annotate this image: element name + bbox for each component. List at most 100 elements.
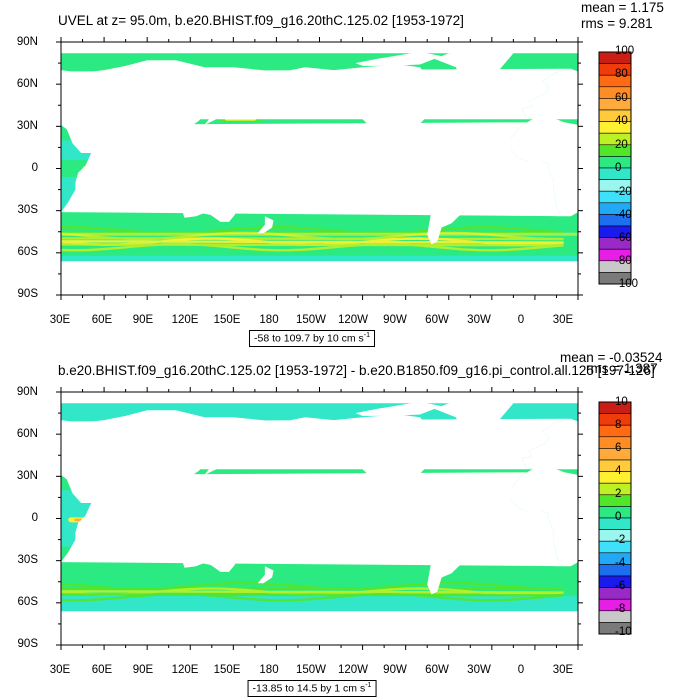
colorbar-label: -60 <box>615 232 632 244</box>
colorbar-label: 6 <box>615 442 622 454</box>
ylabel-30s: 30S <box>17 554 38 566</box>
ylabel-60n: 60N <box>16 78 38 90</box>
colorbar-label: 20 <box>615 139 628 151</box>
colorbar-frame <box>598 401 632 635</box>
xlabel: 30E <box>552 314 574 326</box>
acc-streak <box>61 226 564 235</box>
plot-title: b.e20.BHIST.f09_g16.20thC.125.02 [1953-1… <box>58 363 655 378</box>
colorbar-label: -8 <box>615 603 626 615</box>
contour-range-label: -58 to 109.7 by 10 cm s-1 <box>249 330 375 347</box>
land-britain <box>526 87 537 99</box>
contour-range-label: -13.85 to 14.5 by 1 cm s-1 <box>247 680 377 697</box>
land-africa <box>510 466 578 567</box>
land-australia <box>181 535 238 572</box>
xlabel: 30E <box>552 664 574 676</box>
colorbar-label: 2 <box>615 488 622 500</box>
land-greenland <box>434 400 514 435</box>
acc-streak <box>61 581 564 591</box>
ylabel-90n: 90N <box>16 386 38 398</box>
colorbar <box>598 51 632 285</box>
colorbar-label: -80 <box>615 255 632 267</box>
polar-strip <box>61 392 578 404</box>
colorbar-label: 100 <box>615 45 635 57</box>
polar-strip <box>61 42 578 54</box>
rms-value: rms = 9.281 <box>581 16 653 31</box>
colorbar-label: -100 <box>615 278 639 290</box>
colorbar-label: 60 <box>615 92 628 104</box>
land-madagascar <box>79 185 90 204</box>
land-arcticisl <box>355 51 442 66</box>
xlabel: 30W <box>467 314 491 326</box>
colorbar <box>598 401 632 635</box>
land-arcticisl <box>355 401 442 416</box>
land-newguinea <box>206 169 234 182</box>
land-euroasia_w <box>522 418 578 470</box>
xlabel: 180 <box>259 314 279 326</box>
colorbar-label: -6 <box>615 580 626 592</box>
ylabel-30n: 30N <box>16 470 38 482</box>
land-nz <box>257 566 274 584</box>
land-borneo <box>174 158 189 175</box>
land-newguinea <box>206 519 234 532</box>
land-greenland <box>434 50 514 85</box>
xlabel: 90E <box>132 664 154 676</box>
xlabel: 120W <box>337 314 369 326</box>
xlabel: 90W <box>383 664 407 676</box>
panel-top: UVEL at z= 95.0m, b.e20.BHIST.f09_g16.20… <box>16 0 664 347</box>
colorbar-label: 0 <box>615 511 622 523</box>
rms-value: rms = 1.387 <box>586 361 658 376</box>
xlabel: 150W <box>295 664 327 676</box>
xlabel: 60E <box>91 314 113 326</box>
ylabel-0: 0 <box>31 512 38 524</box>
xlabel: 60E <box>91 664 113 676</box>
ocean-field <box>61 42 578 295</box>
xlabel: 0 <box>517 664 525 676</box>
xlabel: 120W <box>337 664 369 676</box>
land-borneo <box>174 508 189 525</box>
colorbar-label: 40 <box>615 115 628 127</box>
land-nz <box>257 216 274 234</box>
land-japan <box>204 455 227 475</box>
land-antarctica <box>61 261 578 295</box>
colorbar-label: -2 <box>615 534 626 546</box>
xlabel: 60W <box>425 314 449 326</box>
land-asia <box>61 60 291 168</box>
panel-bottom: b.e20.BHIST.f09_g16.20thC.125.02 [1953-1… <box>0 350 700 700</box>
colorbar-frame <box>598 51 632 285</box>
ylabel-60s: 60S <box>17 246 38 258</box>
feature-band <box>61 232 578 236</box>
land-japan <box>204 105 227 125</box>
ylabel-0: 0 <box>31 162 38 174</box>
ylabel-30n: 30N <box>16 120 38 132</box>
mean-value: mean = 1.175 <box>581 0 664 15</box>
land-britain <box>526 437 537 449</box>
acc-streak <box>61 592 564 602</box>
map-layers <box>61 42 578 295</box>
xlabel: 120E <box>171 664 199 676</box>
acc-streak <box>61 576 564 585</box>
ylabel-90s: 90S <box>17 638 38 650</box>
land-africa <box>61 466 571 567</box>
land-africa <box>510 116 578 217</box>
ocean-field <box>61 392 578 645</box>
land-sumatra <box>154 161 171 177</box>
colorbar-label: -20 <box>615 186 632 198</box>
xlabel: 0 <box>517 314 525 326</box>
axis-ticks <box>56 37 583 300</box>
plot-title: UVEL at z= 95.0m, b.e20.BHIST.f09_g16.20… <box>58 13 464 28</box>
colorbar-label: -4 <box>615 557 626 569</box>
xlabel: 30E <box>49 314 71 326</box>
xlabel: 180 <box>259 664 279 676</box>
land-madagascar <box>79 535 90 554</box>
colorbar-label: 10 <box>615 396 628 408</box>
colorbar-label: -40 <box>615 209 632 221</box>
map-layers <box>61 392 578 645</box>
land-asia <box>61 410 291 518</box>
land-java <box>170 176 182 182</box>
colorbar-label: 80 <box>615 68 628 80</box>
colorbar-label: 0 <box>615 162 622 174</box>
colorbar-label: 4 <box>615 465 622 477</box>
xlabel: 30W <box>467 664 491 676</box>
xlabel: 60W <box>425 664 449 676</box>
colorbar-label: -10 <box>615 626 632 638</box>
